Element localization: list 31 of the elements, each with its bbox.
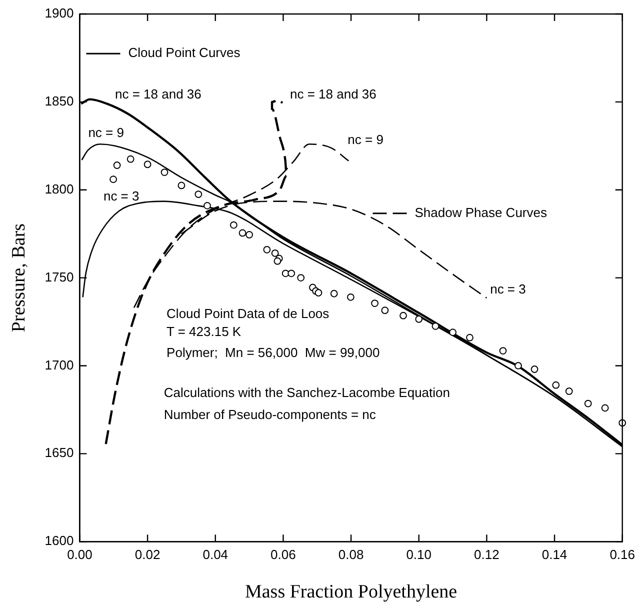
- annotation: T = 423.15 K: [166, 324, 242, 339]
- x-tick-label: 0.02: [134, 546, 160, 562]
- annotation: nc = 9: [348, 132, 384, 148]
- y-tick-label: 1900: [44, 6, 74, 21]
- annotation: Polymer; Mn = 56,000 Mw = 99,000: [166, 344, 380, 360]
- annotation: Cloud Point Data of de Loos: [166, 306, 330, 321]
- annotation: nc = 3: [490, 282, 526, 297]
- y-axis-title: Pressure, Bars: [8, 223, 30, 332]
- x-tick-label: 0.10: [406, 546, 432, 562]
- y-tick-label: 1650: [44, 445, 74, 460]
- y-tick-label: 1750: [44, 269, 74, 284]
- x-tick-label: 0.06: [270, 546, 296, 562]
- annotation: nc = 3: [103, 188, 140, 204]
- x-tick-label: 0.14: [542, 546, 568, 562]
- x-tick-label: 0.00: [67, 546, 92, 562]
- x-tick-label: 0.08: [338, 546, 364, 562]
- y-tick-label: 1800: [44, 181, 74, 196]
- y-tick-label: 1700: [44, 357, 74, 372]
- annotation: nc = 18 and 36: [290, 86, 376, 102]
- x-tick-label: 0.12: [474, 546, 500, 562]
- annotation: nc = 18 and 36: [114, 86, 202, 102]
- x-tick-label: 0.04: [202, 546, 228, 562]
- x-axis-title: Mass Fraction Polyethylene: [244, 582, 458, 603]
- y-tick-label: 1600: [44, 533, 74, 548]
- legend-label: Shadow Phase Curves: [414, 205, 548, 220]
- x-tick-label: 0.16: [610, 546, 636, 562]
- annotation: Calculations with the Sanchez-Lacombe Equation: [164, 384, 450, 400]
- y-tick-label: 1850: [44, 94, 74, 109]
- annotation: Number of Pseudo-components = nc: [164, 406, 376, 422]
- annotation: nc = 9: [88, 125, 124, 140]
- legend-label: Cloud Point Curves: [128, 45, 241, 60]
